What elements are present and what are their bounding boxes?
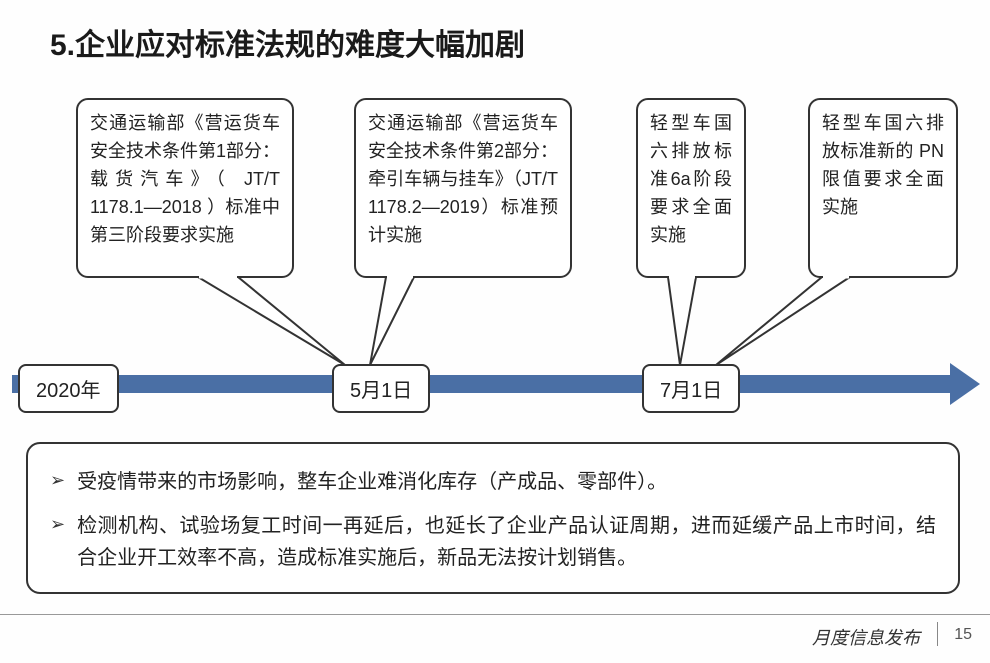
callout-jt1178-2: 交通运输部《营运货车安全技术条件第2部分：牵引车辆与挂车》（JT/T 1178.… — [354, 98, 572, 278]
timeline-box-2020: 2020年 — [18, 364, 119, 413]
timeline-arrow-bar — [12, 375, 952, 393]
impact-summary-box: ➢ 受疫情带来的市场影响，整车企业难消化库存（产成品、零部件）。 ➢ 检测机构、… — [26, 442, 960, 594]
bullet-icon: ➢ — [50, 510, 65, 574]
footer-separator — [937, 622, 938, 646]
tail-c1 — [198, 277, 345, 365]
timeline-box-jul1: 7月1日 — [642, 364, 740, 413]
tail-c4 — [716, 277, 850, 365]
bullet-item: ➢ 受疫情带来的市场影响，整车企业难消化库存（产成品、零部件）。 — [50, 466, 936, 498]
callout-guoliu-pn: 轻型车国六排放标准新的 PN 限值要求全面实施 — [808, 98, 958, 278]
bullet-item: ➢ 检测机构、试验场复工时间一再延后，也延长了企业产品认证周期，进而延缓产品上市… — [50, 510, 936, 574]
slide-title: 5.企业应对标准法规的难度大幅加剧 — [50, 20, 525, 64]
bullet-icon: ➢ — [50, 466, 65, 498]
callout-guoliu-6a: 轻型车国六排放标准6a阶段要求全面实施 — [636, 98, 746, 278]
timeline-box-may1: 5月1日 — [332, 364, 430, 413]
footer-page-number: 15 — [954, 626, 972, 644]
footer-label: 月度信息发布 — [812, 624, 920, 650]
tail-c3 — [668, 277, 696, 365]
bullet-text-2: 检测机构、试验场复工时间一再延后，也延长了企业产品认证周期，进而延缓产品上市时间… — [77, 510, 936, 574]
timeline-arrow-head — [950, 363, 980, 405]
callout-jt1178-1: 交通运输部《营运货车安全技术条件第1部分：载货汽车》（ JT/T 1178.1—… — [76, 98, 294, 278]
bullet-text-1: 受疫情带来的市场影响，整车企业难消化库存（产成品、零部件）。 — [77, 466, 936, 498]
footer-divider — [0, 614, 990, 615]
tail-c2 — [370, 277, 414, 365]
